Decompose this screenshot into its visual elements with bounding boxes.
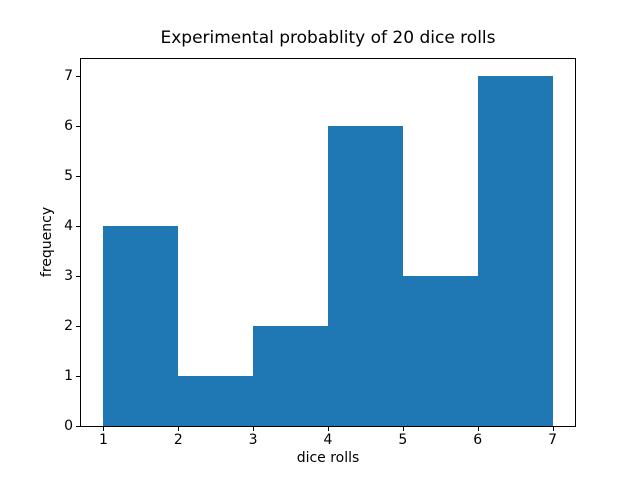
x-tick-label: 4 [323,432,333,448]
y-tick-label: 6 [64,118,73,135]
y-tick-label: 5 [64,168,73,185]
x-tick-label: 5 [398,432,408,448]
bar [178,376,254,426]
y-tick-label: 2 [64,318,73,335]
bar [328,126,403,426]
x-tick-label: 3 [248,432,258,448]
y-tick-label: 3 [64,268,73,285]
y-tick-mark [76,275,80,277]
chart-title: Experimental probablity of 20 dice rolls [160,28,496,48]
x-tick-mark [178,427,180,431]
x-tick-label: 2 [173,432,183,448]
y-tick-label: 0 [64,418,73,434]
axes: 1 2 3 4 5 6 7 0 1 2 3 4 5 6 7 [64,58,576,447]
y-tick-mark [76,175,80,177]
y-tick-mark [76,375,80,377]
bars-container [81,59,575,426]
x-tick-mark [328,427,329,431]
x-tick-mark [552,427,554,431]
x-tick-mark [103,427,105,431]
y-tick-label: 1 [64,368,73,385]
y-tick-mark [76,125,80,127]
bar [253,326,328,426]
x-tick-label: 6 [473,432,483,448]
y-tick-mark [76,75,80,77]
y-axis-label: frequency [39,206,55,278]
x-tick-label: 1 [98,432,108,448]
y-tick-mark [76,325,80,327]
bar [477,76,553,426]
y-tick-mark [76,225,80,227]
bar [103,226,179,426]
x-tick-mark [477,427,479,431]
y-tick-label: 4 [64,218,73,235]
y-tick-mark [76,425,80,427]
x-tick-mark [253,427,255,431]
x-axis-label: dice rolls [296,450,360,466]
x-tick-label: 7 [548,432,557,448]
bar [402,276,478,426]
x-tick-mark [402,427,404,431]
y-tick-label: 7 [64,68,73,85]
